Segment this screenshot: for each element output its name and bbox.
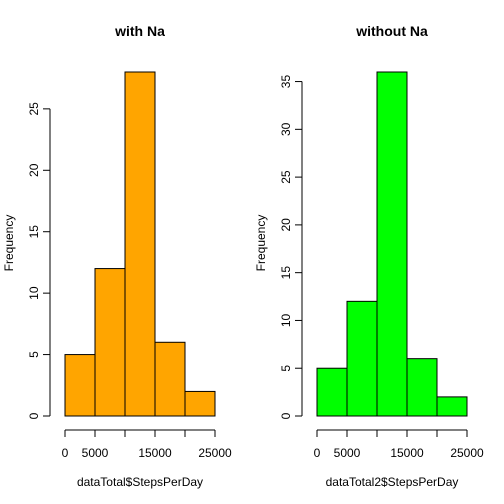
x-tick-label: 15000 — [390, 446, 424, 460]
y-axis-label: Frequency — [2, 215, 16, 272]
histogram-bar — [154, 341, 186, 417]
x-tick-label: 25000 — [198, 446, 232, 460]
histogram-bar — [436, 396, 468, 417]
y-tick-label: 25 — [27, 102, 41, 116]
histogram-bar — [376, 71, 408, 417]
y-axis: 0 5 10 15 20 25 — [27, 102, 51, 419]
y-tick-label: 15 — [27, 225, 41, 239]
y-tick-label: 20 — [27, 163, 41, 177]
histogram-panel-without-na: without Na Frequency dataTotal2$StepsPer… — [254, 23, 484, 489]
x-axis-label: dataTotal$StepsPerDay — [77, 475, 203, 489]
y-tick-label: 30 — [279, 122, 293, 136]
y-axis-label: Frequency — [254, 215, 268, 272]
y-tick-label: 25 — [279, 170, 293, 184]
histogram-bar — [94, 268, 126, 417]
histogram-bar — [346, 300, 378, 417]
x-axis: 0 5000 15000 25000 — [314, 429, 484, 460]
x-tick-label: 5000 — [334, 446, 361, 460]
x-axis-label: dataTotal2$StepsPerDay — [326, 475, 459, 489]
y-tick-label: 0 — [279, 412, 293, 419]
y-tick-label: 20 — [279, 218, 293, 232]
y-tick-label: 10 — [279, 313, 293, 327]
y-axis: 0 5 10 15 20 25 30 35 — [279, 75, 303, 419]
x-tick-label: 0 — [62, 446, 69, 460]
x-tick-label: 5000 — [82, 446, 109, 460]
histogram-bar — [124, 71, 156, 417]
y-tick-label: 10 — [27, 286, 41, 300]
bars — [64, 71, 216, 417]
x-tick-label: 15000 — [138, 446, 172, 460]
x-tick-label: 25000 — [450, 446, 484, 460]
histogram-bar — [316, 367, 348, 417]
histogram-bar — [64, 354, 96, 417]
chart-title: without Na — [355, 23, 428, 39]
y-tick-label: 35 — [279, 75, 293, 89]
y-tick-label: 5 — [27, 351, 41, 358]
x-tick-label: 0 — [314, 446, 321, 460]
chart-title: with Na — [114, 23, 165, 39]
histogram-bar — [406, 358, 438, 417]
y-tick-label: 5 — [279, 365, 293, 372]
y-tick-label: 0 — [27, 412, 41, 419]
x-axis: 0 5000 15000 25000 — [62, 429, 232, 460]
histogram-bar — [184, 390, 216, 417]
histogram-panel-with-na: with Na Frequency dataTotal$StepsPerDay … — [2, 23, 232, 489]
bars — [316, 71, 468, 417]
y-tick-label: 15 — [279, 266, 293, 280]
